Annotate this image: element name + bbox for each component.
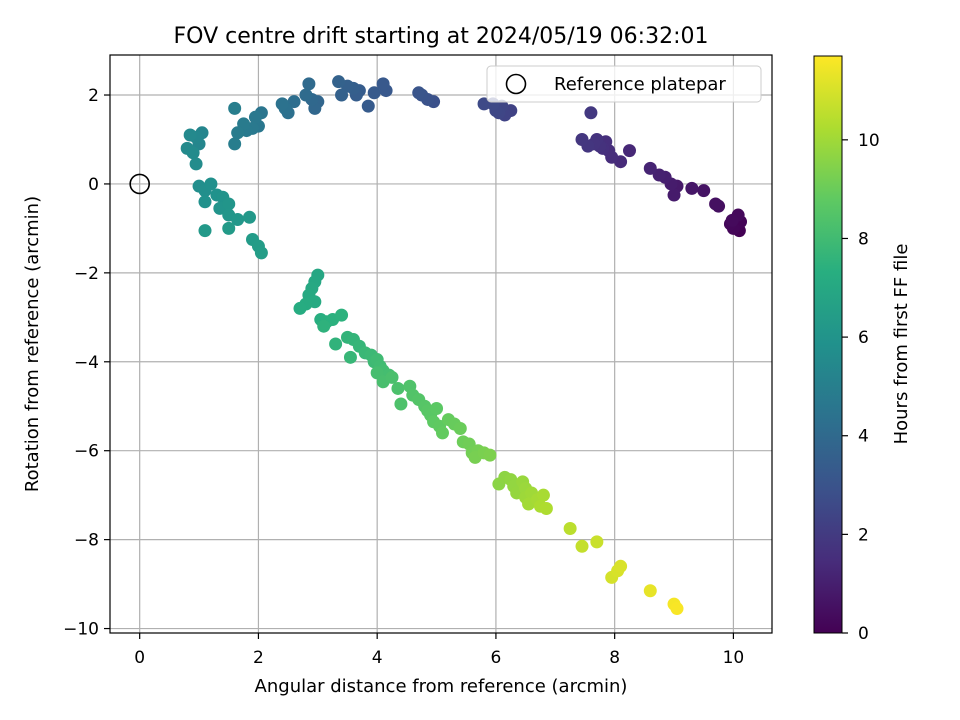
x-tick-label: 2 [253,648,264,668]
data-point [189,157,203,171]
data-point [183,128,197,142]
chart-title: FOV centre drift starting at 2024/05/19 … [174,24,709,49]
data-point [709,197,723,211]
x-tick-label: 10 [723,648,745,668]
data-point [198,224,212,238]
data-point [697,184,711,198]
colorbar-tick-label: 2 [858,525,869,545]
data-point [563,522,577,536]
data-point [287,95,301,109]
x-tick-label: 8 [609,648,620,668]
data-point [329,337,343,351]
data-point [317,319,331,333]
data-point [652,168,666,182]
data-point [435,426,449,440]
legend: Reference platepar [486,65,762,103]
y-tick-label: 0 [88,175,99,195]
colorbar-tick-label: 0 [858,624,869,644]
data-point [243,210,257,224]
y-tick-label: −8 [74,531,99,551]
data-point [228,137,242,151]
grid [110,55,772,633]
data-point [483,448,497,462]
data-points [180,75,748,616]
colorbar-ticks: 0 2 4 6 8 10 [842,131,880,644]
x-tick-label: 6 [491,648,502,668]
colorbar-tick-label: 10 [858,131,880,151]
colorbar: 0 2 4 6 8 10 Hours from first FF file [813,55,912,644]
data-point [536,488,550,502]
data-point [293,301,307,315]
data-point [590,535,604,549]
data-point [367,86,381,100]
data-point [228,101,242,115]
data-point [275,97,289,111]
x-axis-label: Angular distance from reference (arcmin) [255,676,628,697]
data-point [186,146,200,160]
data-point [332,75,346,89]
data-point [539,502,553,516]
y-tick-label: 2 [88,86,99,106]
legend-box [486,65,762,103]
legend-entry-label: Reference platepar [554,74,726,95]
data-point [643,161,657,175]
data-point [453,421,467,435]
data-point [430,401,444,415]
data-point [248,110,262,124]
data-point [222,221,236,235]
reference-point-marker [129,173,150,195]
y-tick-label: −2 [74,264,99,284]
x-axis-ticks: 0 2 4 6 8 10 [134,633,744,668]
data-point [584,106,598,120]
y-axis-label: Rotation from reference (arcmin) [22,196,43,492]
colorbar-tick-label: 8 [858,229,869,249]
x-tick-label: 0 [134,648,145,668]
colorbar-tick-label: 4 [858,427,869,447]
data-point [670,602,684,616]
data-point [361,99,375,113]
colorbar-label: Hours from first FF file [891,244,912,445]
data-point [394,397,408,411]
data-point [614,559,628,573]
data-point [575,132,589,146]
data-point [254,246,268,260]
data-point [667,188,681,202]
data-point [412,86,426,100]
data-point [385,370,399,384]
legend-marker [505,73,527,95]
y-tick-label: −10 [63,620,99,640]
y-axis-ticks: −10 −8 −6 −4 −2 0 2 [63,86,110,640]
data-point [685,181,699,195]
data-point [335,88,349,102]
y-tick-label: −4 [74,353,99,373]
data-point [477,97,491,111]
data-point [643,584,657,598]
data-point [302,77,316,91]
data-point [231,126,245,140]
data-point [343,350,357,364]
data-point [725,213,739,227]
x-tick-label: 4 [372,648,383,668]
colorbar-tick-label: 6 [858,328,869,348]
data-point [231,213,245,227]
data-point [204,177,218,191]
y-tick-label: −6 [74,442,99,462]
data-point [198,195,212,209]
data-point [391,381,405,395]
colorbar-gradient [813,55,843,634]
plot-frame [109,54,773,634]
data-point [623,144,637,158]
data-point [335,308,349,322]
data-point [376,77,390,91]
data-point [299,88,313,102]
data-point [222,197,236,211]
data-point [575,539,589,553]
